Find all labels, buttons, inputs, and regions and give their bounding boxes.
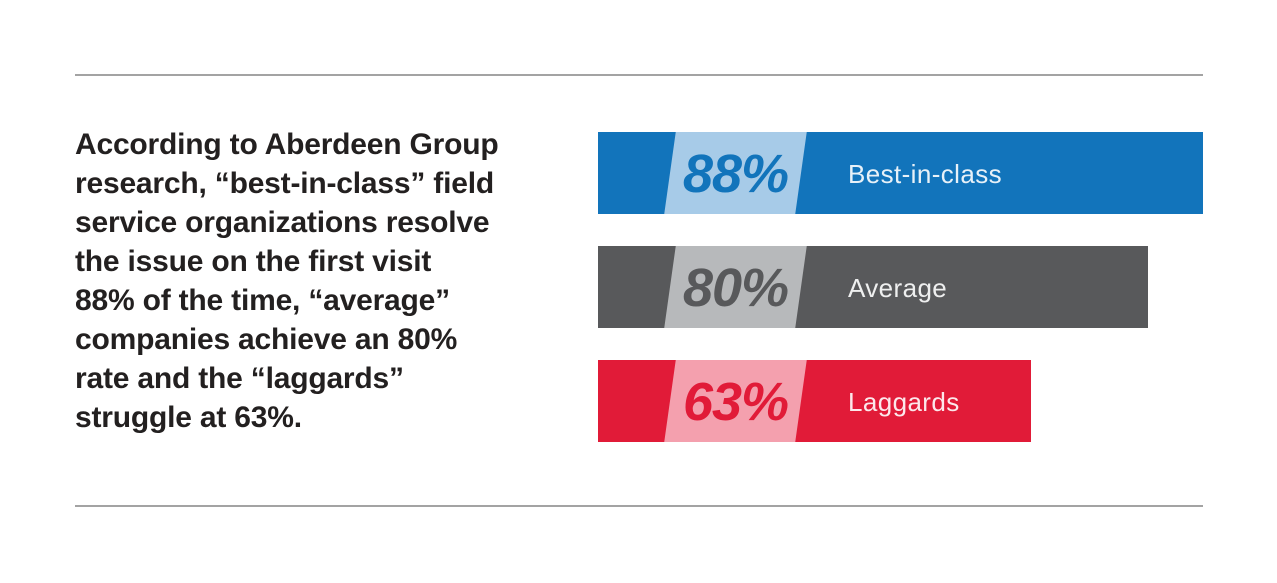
category-label: Average [848,273,948,303]
bottom-divider [75,505,1203,507]
caption: According to Aberdeen Group research, “b… [75,125,595,437]
bar-average: 80% Average [598,246,1148,328]
bar-row: 63% Laggards [598,360,1203,442]
percent-value: 80% [682,258,789,318]
percent-value: 88% [682,144,789,204]
percent-value: 63% [682,372,789,432]
caption-line: rate and the “laggards” [75,362,404,395]
category-label: Laggards [848,387,960,417]
caption-line: 88% of the time, “average” [75,284,450,317]
bar-row: 88% Best-in-class [598,132,1203,214]
category-label: Best-in-class [848,159,1003,189]
top-divider [75,74,1203,76]
bar-row: 80% Average [598,246,1203,328]
caption-line: companies achieve an 80% [75,323,458,356]
bar-laggards: 63% Laggards [598,360,1032,442]
caption-line: the issue on the first visit [75,245,432,278]
bar-chart: 88% Best-in-class 80% Average 63% Laggar… [598,132,1203,474]
bar-best-in-class: 88% Best-in-class [598,132,1203,214]
caption-line: According to Aberdeen Group [75,128,499,161]
caption-line: struggle at 63%. [75,401,302,434]
caption-line: service organizations resolve [75,206,490,239]
caption-line: research, “best-in-class” field [75,167,494,200]
